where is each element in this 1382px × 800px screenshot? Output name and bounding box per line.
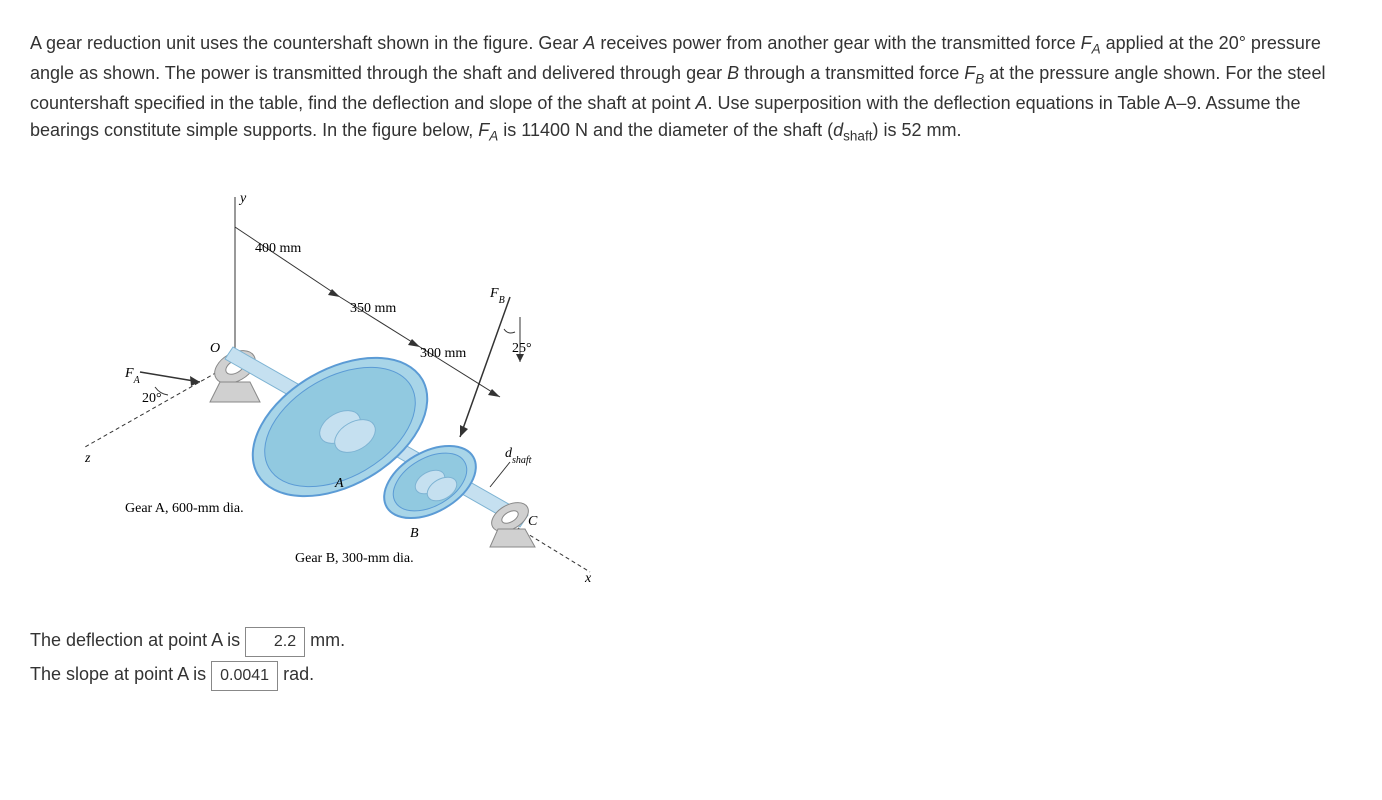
slope-input[interactable]: 0.0041 — [211, 661, 278, 691]
force-fb: F — [964, 63, 975, 83]
text: The deflection at point — [30, 630, 211, 650]
dim-300: 300 mm — [420, 346, 466, 361]
angle-20: 20° — [142, 391, 162, 406]
point-ref: A — [177, 664, 188, 684]
fa-label: FA — [124, 366, 141, 386]
axis-y-label: y — [238, 191, 247, 206]
force-fa: F — [1081, 33, 1092, 53]
force-fb-sub: B — [975, 71, 984, 86]
gear-a-caption: Gear A, 600-mm dia. — [125, 501, 244, 516]
dim-400: 400 mm — [255, 241, 301, 256]
point-ref: A — [211, 630, 222, 650]
text: A gear reduction unit uses the countersh… — [30, 33, 583, 53]
text: is 11400 N and the diameter of the shaft… — [498, 120, 833, 140]
gear-b-point: B — [410, 526, 419, 541]
dim-350: 350 mm — [350, 301, 396, 316]
deflection-answer: The deflection at point A is 2.2 mm. — [30, 627, 1352, 657]
countershaft-svg: y z x 400 mm 350 mm 300 mm O A — [80, 187, 600, 587]
bearing-o-label: O — [210, 341, 220, 356]
fb-label: FB — [489, 286, 505, 306]
axis-z-label: z — [84, 451, 91, 466]
figure-diagram: y z x 400 mm 350 mm 300 mm O A — [80, 187, 600, 587]
angle-25: 25° — [512, 341, 532, 356]
problem-statement: A gear reduction unit uses the countersh… — [30, 30, 1350, 147]
text: is — [188, 664, 211, 684]
bearing-c-label: C — [528, 514, 538, 529]
force-fa-sub: A — [1092, 42, 1101, 57]
text: is — [222, 630, 245, 650]
gear-b-ref: B — [727, 63, 739, 83]
unit: rad. — [278, 664, 314, 684]
gear-a-point: A — [334, 476, 344, 491]
text: through a transmitted force — [739, 63, 964, 83]
force-fa2-sub: A — [489, 128, 498, 143]
slope-answer: The slope at point A is 0.0041 rad. — [30, 661, 1352, 691]
deflection-input[interactable]: 2.2 — [245, 627, 305, 657]
text: ) is 52 mm. — [872, 120, 961, 140]
text: The slope at point — [30, 664, 177, 684]
gear-a-ref: A — [583, 33, 595, 53]
point-a-ref: A — [695, 93, 707, 113]
unit: mm. — [305, 630, 345, 650]
dshaft: d — [833, 120, 843, 140]
text: receives power from another gear with th… — [595, 33, 1080, 53]
axis-x-label: x — [584, 571, 592, 586]
answers-section: The deflection at point A is 2.2 mm. The… — [30, 627, 1352, 691]
force-fa2: F — [478, 120, 489, 140]
gear-b-caption: Gear B, 300-mm dia. — [295, 551, 414, 566]
dshaft-sub: shaft — [843, 128, 872, 143]
